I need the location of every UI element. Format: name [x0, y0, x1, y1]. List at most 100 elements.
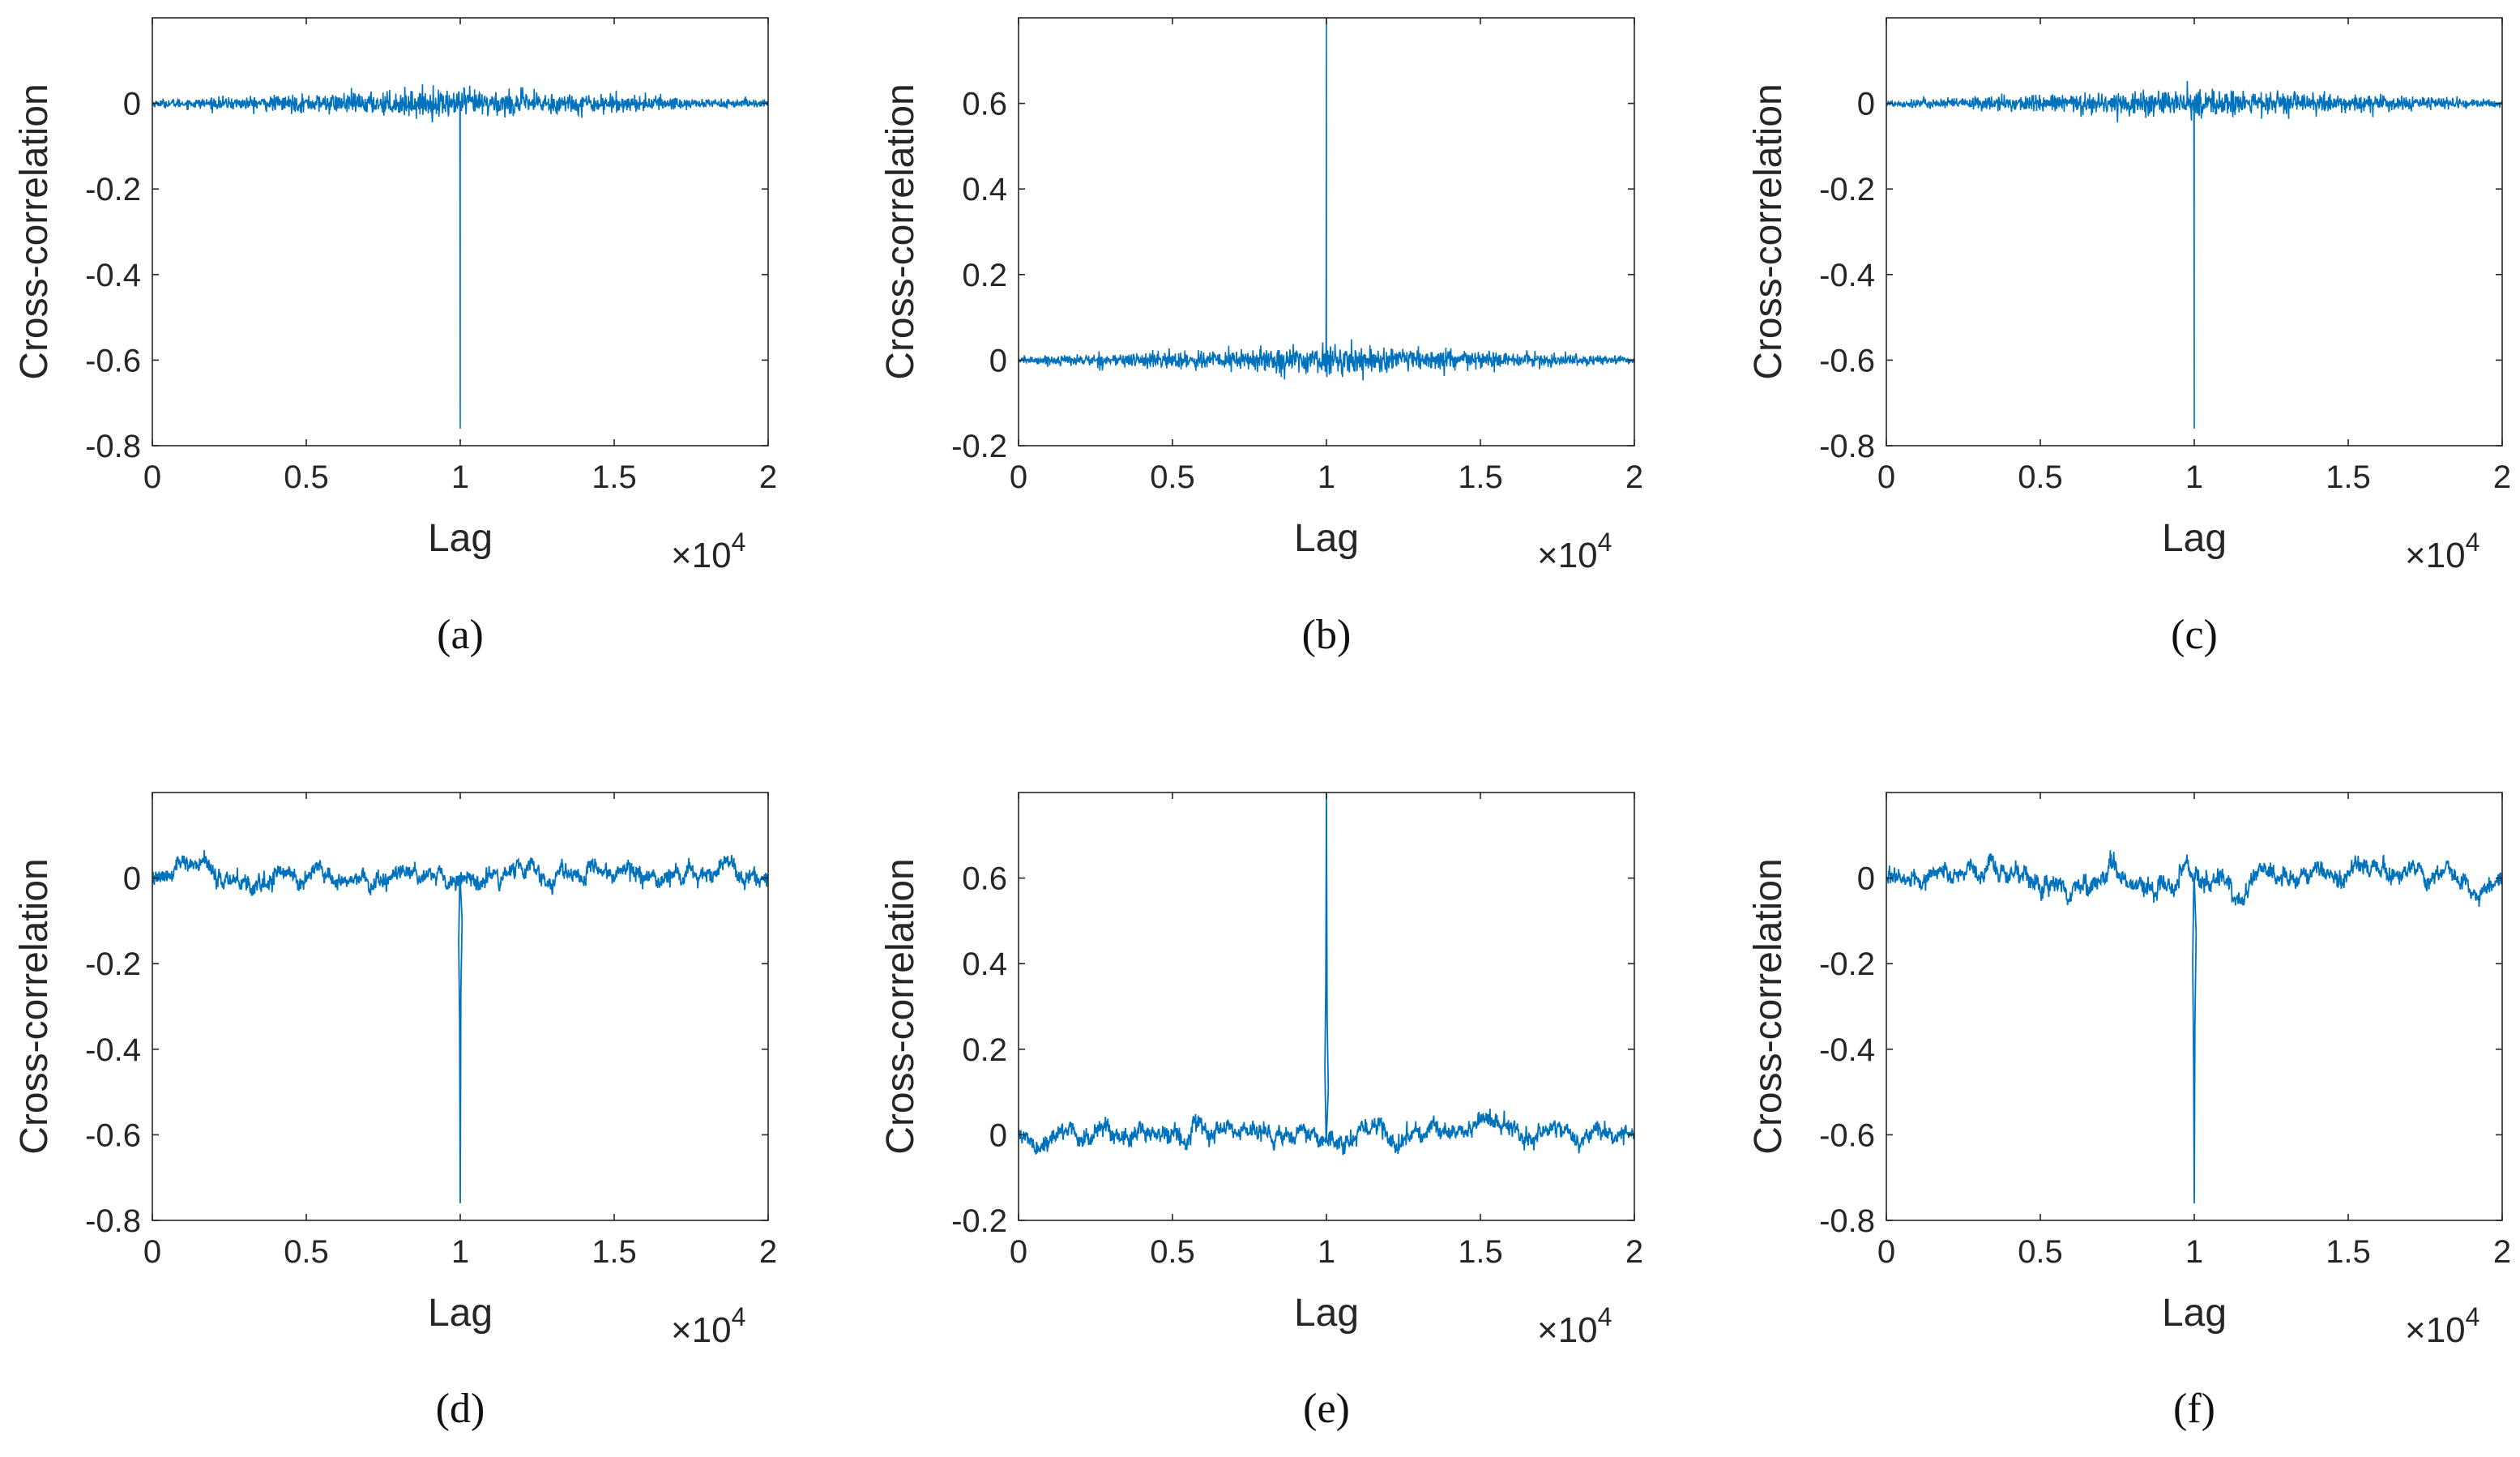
y-axis-label: Cross-correlation: [13, 83, 56, 379]
x-axis-label: Lag: [2162, 517, 2227, 560]
panel-a: 0 0.5 1 1.5 2 -0.8 -0.6 -0.4 -0.2 0 Lag Cross-corre…: [13, 17, 777, 658]
x-exponent-base: ×10: [2405, 536, 2466, 575]
x-exponent-power: 4: [732, 1302, 746, 1331]
y-tick-label: -0.8: [1819, 1203, 1875, 1239]
x-tick-label: 0: [1010, 459, 1027, 495]
x-exponent-power: 4: [2466, 528, 2480, 557]
x-tick-label: 1: [451, 459, 469, 495]
y-axis-label: Cross-correlation: [879, 858, 922, 1154]
x-tick-label: 2: [759, 1234, 777, 1270]
y-tick-label: 0: [1857, 861, 1875, 897]
panel-caption: (e): [1303, 1386, 1350, 1432]
y-tick-label: 0.4: [962, 172, 1007, 207]
panel-d: 0 0.5 1 1.5 2 -0.8 -0.6 -0.4 -0.2 0 Lag Cross-corre…: [13, 792, 777, 1432]
y-tick-label: -0.2: [1819, 172, 1875, 207]
x-tick-label: 1: [2185, 459, 2203, 495]
x-axis-label: Lag: [1294, 517, 1359, 560]
x-exponent-label: ×104: [2405, 528, 2479, 575]
y-tick-label: -0.2: [85, 946, 141, 982]
x-tick-label: 2: [1625, 459, 1643, 495]
x-tick-label: 2: [2493, 459, 2511, 495]
x-tick-label: 0: [1010, 1234, 1027, 1270]
x-tick-label: 0.5: [2018, 1234, 2063, 1270]
panel-caption: (d): [436, 1386, 485, 1432]
y-tick-label: -0.8: [1819, 429, 1875, 464]
y-tick-label: 0: [123, 87, 141, 122]
x-axis-label: Lag: [428, 517, 493, 560]
x-tick-label: 1: [1318, 1234, 1335, 1270]
panel-f: 0 0.5 1 1.5 2 -0.8 -0.6 -0.4 -0.2 0 Lag Cross-corre…: [1747, 792, 2511, 1432]
panel-e: 0 0.5 1 1.5 2-0.200.20.40.6LagCross-correlat…: [879, 792, 1643, 1432]
x-exponent-label: ×104: [2405, 1302, 2479, 1350]
x-tick-label: 0: [143, 459, 161, 495]
x-tick-label: 2: [2493, 1234, 2511, 1270]
x-tick-label: 1: [451, 1234, 469, 1270]
x-tick-label: 1.5: [2326, 459, 2371, 495]
panel-c: 0 0.5 1 1.5 2 -0.8 -0.6 -0.4 -0.2 0 Lag Cross-corre…: [1747, 17, 2511, 658]
y-tick-label: -0.6: [1819, 343, 1875, 378]
x-exponent-power: 4: [1598, 528, 1612, 557]
y-axis-label: Cross-correlation: [13, 858, 56, 1154]
x-tick-label: 0.5: [1150, 459, 1195, 495]
y-tick-label: -0.2: [85, 172, 141, 207]
y-tick-label: -0.6: [1819, 1117, 1875, 1153]
x-exponent-base: ×10: [671, 1310, 732, 1350]
x-tick-label: 2: [1625, 1234, 1643, 1270]
x-exponent-base: ×10: [1537, 536, 1598, 575]
y-tick-label: -0.4: [85, 258, 141, 293]
series-line: [1019, 18, 1634, 381]
y-tick-label: -0.6: [85, 1117, 141, 1153]
x-exponent-base: ×10: [671, 536, 732, 575]
x-tick-label: 1.5: [592, 1234, 637, 1270]
panel-caption: (f): [2173, 1386, 2215, 1432]
y-tick-label: 0: [989, 1117, 1007, 1153]
series-line: [1886, 80, 2502, 429]
y-tick-label: 0.2: [962, 1032, 1007, 1068]
x-axis-label: Lag: [2162, 1292, 2227, 1335]
x-axis-label: Lag: [428, 1292, 493, 1335]
y-axis-label: Cross-correlation: [1747, 83, 1790, 379]
series-line: [152, 83, 768, 429]
panel-caption: (b): [1302, 612, 1352, 658]
panel-b: 0 0.5 1 1.5 2-0.200.20.40.6LagCross-correlat…: [879, 17, 1643, 658]
series-line: [1019, 793, 1634, 1156]
y-tick-label: -0.2: [1819, 946, 1875, 982]
x-tick-label: 0.5: [1150, 1234, 1195, 1270]
x-exponent-label: ×104: [671, 528, 745, 575]
y-tick-label: 0: [989, 343, 1007, 378]
y-tick-label: 0: [123, 861, 141, 897]
y-axis-label: Cross-correlation: [879, 83, 922, 379]
y-tick-label: -0.8: [85, 429, 141, 464]
x-exponent-base: ×10: [1537, 1310, 1598, 1350]
x-axis-label: Lag: [1294, 1292, 1359, 1335]
x-exponent-label: ×104: [1537, 528, 1612, 575]
y-tick-label: -0.2: [951, 1203, 1007, 1239]
y-tick-label: -0.4: [1819, 258, 1875, 293]
panel-caption: (c): [2171, 612, 2218, 658]
x-tick-label: 0: [1877, 459, 1895, 495]
y-tick-label: -0.4: [1819, 1032, 1875, 1068]
x-exponent-power: 4: [1598, 1302, 1612, 1331]
y-tick-label: -0.8: [85, 1203, 141, 1239]
x-tick-label: 1.5: [2326, 1234, 2371, 1270]
series-line: [152, 850, 768, 1203]
x-tick-label: 0: [143, 1234, 161, 1270]
x-tick-label: 0.5: [284, 459, 329, 495]
x-tick-label: 2: [759, 459, 777, 495]
x-tick-label: 0: [1877, 1234, 1895, 1270]
y-tick-label: -0.4: [85, 1032, 141, 1068]
x-exponent-base: ×10: [2405, 1310, 2466, 1350]
y-tick-label: -0.2: [951, 429, 1007, 464]
x-exponent-power: 4: [2466, 1302, 2480, 1331]
x-tick-label: 0.5: [284, 1234, 329, 1270]
y-axis-label: Cross-correlation: [1747, 858, 1790, 1154]
x-tick-label: 0.5: [2018, 459, 2063, 495]
x-tick-label: 1.5: [1458, 1234, 1503, 1270]
x-tick-label: 1.5: [592, 459, 637, 495]
y-tick-label: 0: [1857, 87, 1875, 122]
x-tick-label: 1: [2185, 1234, 2203, 1270]
y-tick-label: -0.6: [85, 343, 141, 378]
y-tick-label: 0.6: [962, 861, 1007, 897]
x-exponent-label: ×104: [1537, 1302, 1612, 1350]
